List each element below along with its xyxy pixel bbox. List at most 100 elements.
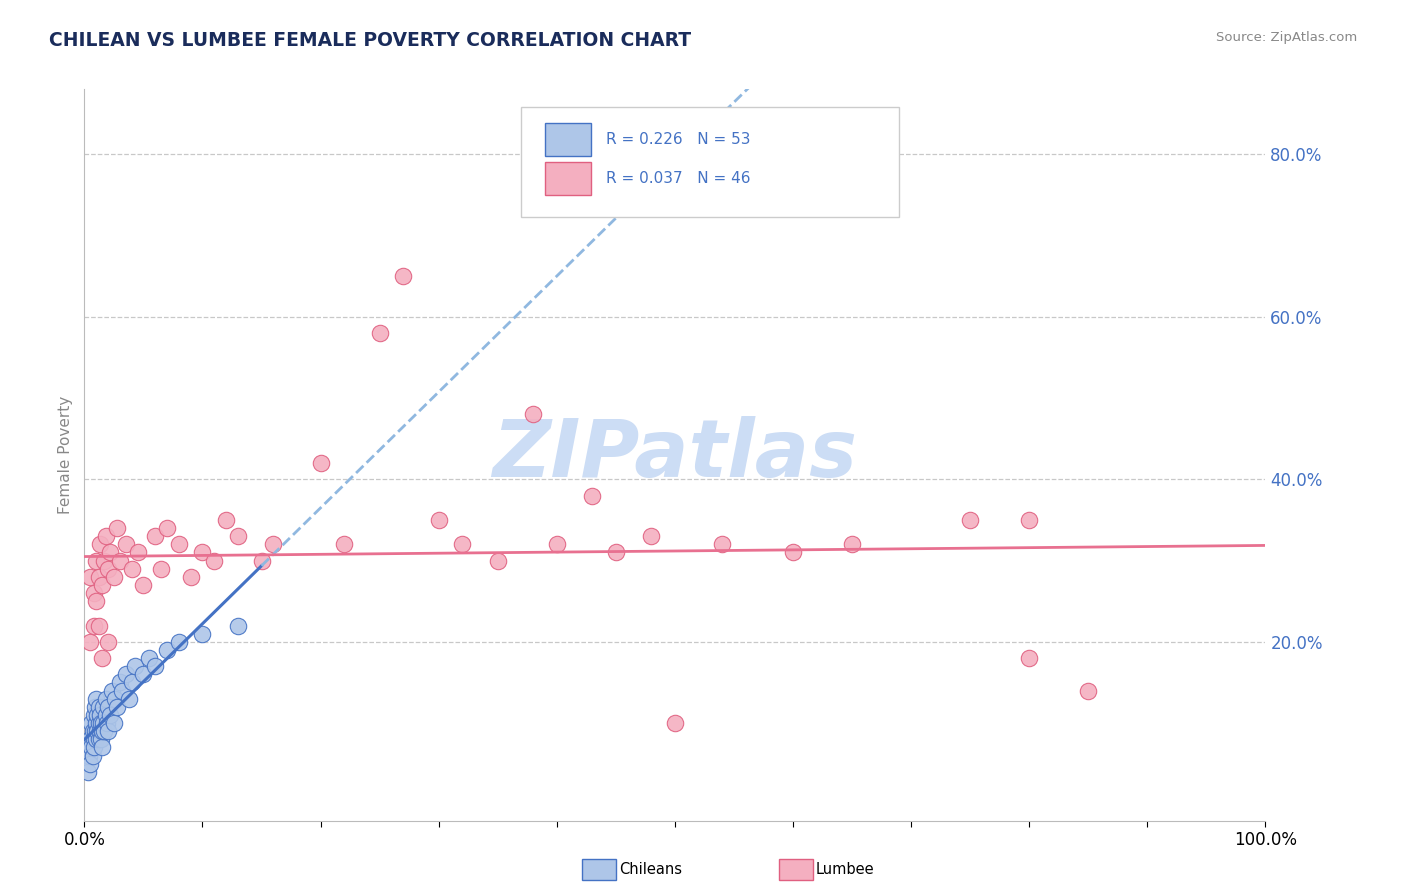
Point <box>143 529 166 543</box>
Point <box>711 537 734 551</box>
Point <box>87 732 110 747</box>
FancyBboxPatch shape <box>546 123 591 156</box>
Point <box>98 708 121 723</box>
Point <box>94 708 117 723</box>
Point <box>262 537 284 551</box>
Point <box>87 699 110 714</box>
Point <box>86 724 108 739</box>
Point <box>84 732 107 747</box>
Point <box>82 724 104 739</box>
Point <box>959 513 981 527</box>
Point <box>605 545 627 559</box>
Point <box>124 659 146 673</box>
Point <box>114 667 136 681</box>
Point <box>79 732 101 747</box>
Point <box>841 537 863 551</box>
Point <box>1018 513 1040 527</box>
Point <box>368 326 391 340</box>
Text: R = 0.226   N = 53: R = 0.226 N = 53 <box>606 132 751 147</box>
Point <box>86 708 108 723</box>
Point <box>87 716 110 731</box>
Text: Source: ZipAtlas.com: Source: ZipAtlas.com <box>1216 31 1357 45</box>
Point <box>91 699 114 714</box>
Point <box>90 716 112 731</box>
Point <box>1018 651 1040 665</box>
Y-axis label: Female Poverty: Female Poverty <box>58 396 73 514</box>
Point <box>79 756 101 771</box>
Point <box>640 529 662 543</box>
Point <box>191 626 214 640</box>
Point <box>77 748 100 763</box>
Point <box>79 635 101 649</box>
Point <box>93 553 115 567</box>
Point <box>84 724 107 739</box>
Point <box>132 667 155 681</box>
Point <box>180 570 202 584</box>
Point <box>167 635 190 649</box>
Point <box>226 529 249 543</box>
Point <box>82 748 104 763</box>
Point <box>118 691 141 706</box>
Point <box>87 570 110 584</box>
Point <box>80 716 103 731</box>
Point <box>782 545 804 559</box>
Point <box>103 570 125 584</box>
Point <box>309 456 332 470</box>
Point <box>84 716 107 731</box>
Point <box>89 537 111 551</box>
Point <box>156 521 179 535</box>
FancyBboxPatch shape <box>522 108 900 218</box>
Point <box>97 562 120 576</box>
Point <box>79 570 101 584</box>
Point <box>451 537 474 551</box>
Point <box>83 618 105 632</box>
Point <box>250 553 273 567</box>
Point <box>91 724 114 739</box>
Point <box>83 732 105 747</box>
Point <box>77 764 100 779</box>
Point <box>121 675 143 690</box>
Point <box>132 578 155 592</box>
Point <box>191 545 214 559</box>
Point <box>93 724 115 739</box>
Point <box>90 732 112 747</box>
Point <box>87 618 110 632</box>
Point <box>226 618 249 632</box>
Point <box>84 594 107 608</box>
Point <box>138 651 160 665</box>
Text: Lumbee: Lumbee <box>815 863 875 877</box>
Point <box>333 537 356 551</box>
Point <box>91 651 114 665</box>
Point <box>202 553 225 567</box>
Point <box>97 635 120 649</box>
Point <box>392 269 415 284</box>
Text: Chileans: Chileans <box>619 863 682 877</box>
Point <box>91 716 114 731</box>
Point <box>97 699 120 714</box>
Point <box>150 562 173 576</box>
Text: ZIPatlas: ZIPatlas <box>492 416 858 494</box>
Point <box>83 708 105 723</box>
Text: CHILEAN VS LUMBEE FEMALE POVERTY CORRELATION CHART: CHILEAN VS LUMBEE FEMALE POVERTY CORRELA… <box>49 31 692 50</box>
Point <box>100 683 122 698</box>
Point <box>107 699 129 714</box>
Point <box>89 708 111 723</box>
Point <box>581 489 603 503</box>
Point <box>107 521 129 535</box>
Point <box>664 716 686 731</box>
Point <box>83 586 105 600</box>
Point <box>104 691 127 706</box>
Point <box>167 537 190 551</box>
Point <box>91 740 114 755</box>
Point <box>83 740 105 755</box>
Point <box>91 578 114 592</box>
Point <box>1077 683 1099 698</box>
FancyBboxPatch shape <box>546 161 591 195</box>
Point <box>98 545 121 559</box>
Point <box>94 691 117 706</box>
Point <box>127 545 149 559</box>
Point <box>486 553 509 567</box>
Point <box>94 529 117 543</box>
Point <box>84 699 107 714</box>
Point <box>80 740 103 755</box>
